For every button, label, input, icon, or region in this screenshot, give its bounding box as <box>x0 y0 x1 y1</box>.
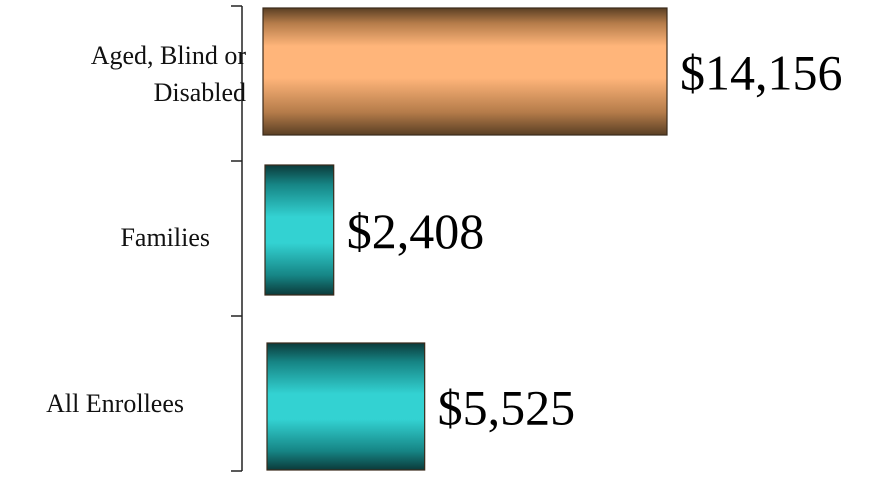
category-axis <box>231 5 243 472</box>
labels-group: $14,156 Aged, Blind or Disabled $2,408 Famil… <box>46 41 842 436</box>
bar-2 <box>266 342 426 471</box>
category-label-2: All Enrollees <box>46 389 184 418</box>
value-label-2: $5,525 <box>438 380 576 436</box>
bar-1 <box>264 164 335 296</box>
bars-group <box>262 7 668 471</box>
category-label-0-line-0: Aged, Blind or <box>91 41 247 70</box>
value-label-0: $14,156 <box>680 45 843 101</box>
value-label-1: $2,408 <box>347 203 485 259</box>
category-label-0-line-1: Disabled <box>154 78 246 107</box>
bar-0 <box>262 7 668 136</box>
category-label-1: Families <box>120 223 210 252</box>
